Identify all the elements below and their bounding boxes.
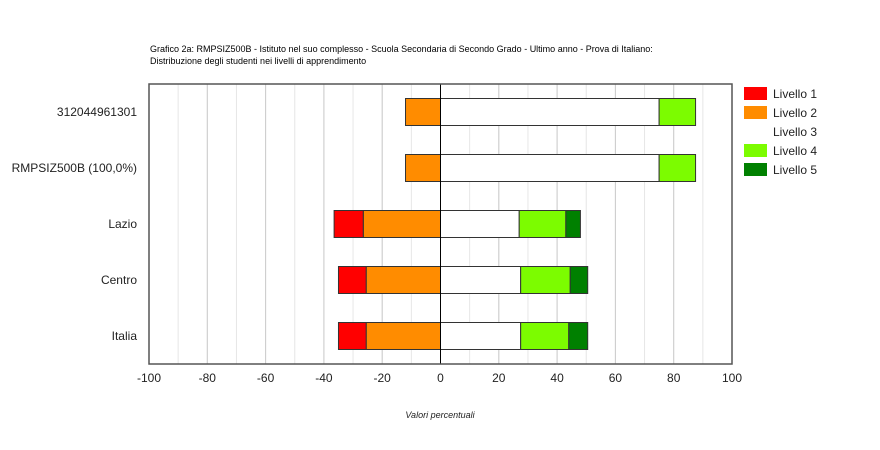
x-tick-label: -20 [374, 371, 392, 385]
bar-livello-3 [440, 322, 522, 350]
bar-livello-4 [520, 266, 571, 294]
bar-livello-2 [405, 154, 441, 182]
legend-label: Livello 3 [773, 124, 818, 139]
x-tick-label: 0 [437, 371, 444, 385]
x-tick-label: 60 [609, 371, 623, 385]
category-label: RMPSIZ500B (100,0%) [12, 161, 137, 175]
bar-livello-2 [365, 322, 442, 350]
plot-frame [148, 83, 733, 365]
bar-livello-3 [440, 266, 522, 294]
legend-swatch [744, 163, 767, 176]
bar-livello-1 [337, 266, 367, 294]
bar-livello-2 [362, 210, 441, 238]
legend-item: Livello 5 [744, 160, 817, 179]
bar-livello-4 [658, 154, 697, 182]
legend-swatch [744, 125, 767, 138]
x-tick-label: -80 [199, 371, 217, 385]
bar-livello-1 [337, 322, 367, 350]
legend-label: Livello 5 [773, 162, 818, 177]
x-tick-label: 20 [492, 371, 506, 385]
bar-livello-4 [520, 322, 570, 350]
category-label: 312044961301 [57, 105, 137, 119]
x-tick-label: -60 [257, 371, 275, 385]
legend-label: Livello 1 [773, 86, 818, 101]
bar-livello-2 [365, 266, 442, 294]
x-tick-label: -40 [315, 371, 333, 385]
legend-item: Livello 3 [744, 122, 817, 141]
legend-label: Livello 2 [773, 105, 818, 120]
category-label: Centro [101, 273, 137, 287]
x-tick-label: 40 [550, 371, 564, 385]
category-label: Italia [112, 329, 138, 343]
legend: Livello 1 Livello 2 Livello 3 Livello 4 Live… [744, 84, 817, 179]
bar-livello-1 [333, 210, 364, 238]
chart-title: Grafico 2a: RMPSIZ500B - Istituto nel su… [150, 43, 750, 67]
bar-livello-3 [440, 154, 660, 182]
bar-livello-4 [658, 98, 697, 126]
x-axis-label: Valori percentuali [405, 410, 475, 420]
bar-livello-2 [405, 98, 441, 126]
bar-livello-5 [568, 322, 589, 350]
legend-item: Livello 4 [744, 141, 817, 160]
category-label: Lazio [108, 217, 137, 231]
legend-swatch [744, 144, 767, 157]
chart-subtitle: Distribuzione degli studenti nei livelli… [150, 56, 367, 66]
x-tick-label: -100 [137, 371, 161, 385]
legend-item: Livello 2 [744, 103, 817, 122]
legend-item: Livello 1 [744, 84, 817, 103]
legend-label: Livello 4 [773, 143, 818, 158]
bar-livello-3 [440, 98, 660, 126]
bar-livello-4 [518, 210, 567, 238]
bar-livello-5 [565, 210, 581, 238]
legend-swatch [744, 87, 767, 100]
legend-swatch [744, 106, 767, 119]
x-tick-label: 100 [722, 371, 742, 385]
bar-livello-5 [569, 266, 589, 294]
chart-title-line1: Grafico 2a: RMPSIZ500B - Istituto nel su… [150, 44, 653, 54]
x-tick-label: 80 [667, 371, 681, 385]
bar-livello-3 [440, 210, 520, 238]
